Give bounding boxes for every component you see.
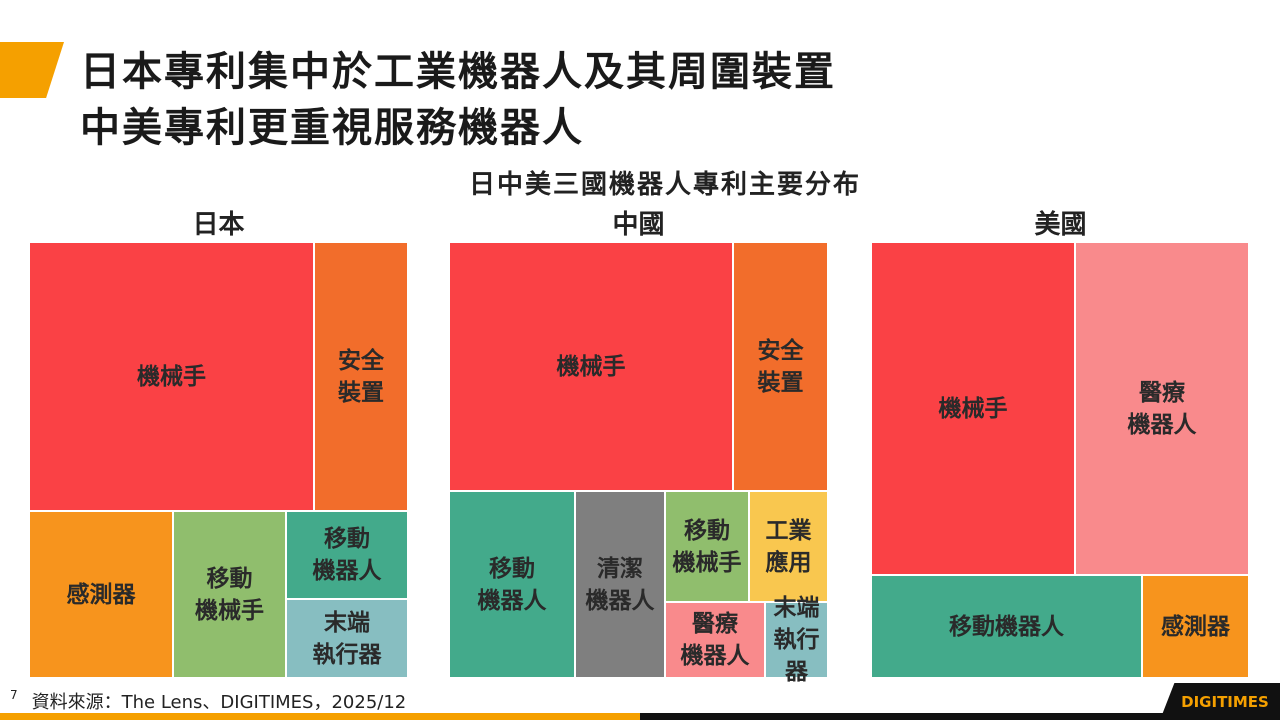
- chart-title-japan: 日本: [192, 210, 245, 240]
- chart-title-china: 中國: [612, 210, 665, 240]
- footer-bar-orange: [0, 713, 640, 720]
- treemap-cell-label: 安全 裝置: [757, 337, 804, 396]
- treemap-cell: 工業 應用: [750, 492, 827, 601]
- footer-bar-black: [640, 713, 1280, 720]
- treemap-cell: 安全 裝置: [734, 243, 827, 490]
- treemap-cell-label: 清潔 機器人: [585, 555, 655, 614]
- treemap-cell-label: 移動 機械手: [672, 517, 742, 576]
- treemap-cell-label: 機械手: [938, 395, 1008, 422]
- treemap-cell-label: 末端 執行器: [773, 595, 820, 685]
- treemap-cell: 移動機器人: [872, 576, 1141, 677]
- treemap-cell: 機械手: [872, 243, 1074, 574]
- treemap-cell-label: 移動 機器人: [477, 555, 547, 614]
- treemap-cell: 移動 機器人: [287, 512, 407, 598]
- page-number: 7: [10, 688, 18, 702]
- treemap-cell-label: 機械手: [556, 353, 626, 380]
- treemap-cell: 末端 執行器: [287, 600, 407, 677]
- footer: 7 資料來源：The Lens、DIGITIMES，2025/12: [10, 688, 406, 714]
- page-title: 日本專利集中於工業機器人及其周圍裝置 中美專利更重視服務機器人: [80, 44, 836, 156]
- treemap-cell: 感測器: [1143, 576, 1248, 677]
- treemap-cell: 醫療 機器人: [666, 603, 764, 677]
- treemap-cell-label: 醫療 機器人: [680, 611, 750, 669]
- chart-title-usa: 美國: [1034, 210, 1087, 240]
- treemap-cell: 移動 機械手: [666, 492, 748, 601]
- treemap-cell: 感測器: [30, 512, 172, 677]
- treemap-cell-label: 醫療 機器人: [1127, 379, 1197, 438]
- treemap-cell: 安全 裝置: [315, 243, 407, 510]
- source-note: 資料來源：The Lens、DIGITIMES，2025/12: [31, 692, 407, 713]
- treemap-cell-label: 移動機器人: [949, 613, 1064, 640]
- treemap-cell: 移動 機器人: [450, 492, 574, 677]
- treemap-cell: 機械手: [450, 243, 732, 490]
- treemap-cell: 末端 執行器: [766, 595, 827, 685]
- treemap-cell-label: 移動 機器人: [312, 526, 382, 584]
- digitimes-logo: DIGITIMES: [1160, 683, 1280, 720]
- treemap-cell: 機械手: [30, 243, 313, 510]
- treemap-cell-label: 安全 裝置: [338, 347, 384, 406]
- treemap-cell-label: 末端 執行器: [312, 609, 382, 668]
- treemap-cell: 移動 機械手: [174, 512, 285, 677]
- title-line-2: 中美專利更重視服務機器人: [80, 105, 584, 151]
- treemap-cell-label: 移動 機械手: [195, 565, 264, 624]
- treemap-cell-label: 機械手: [137, 363, 206, 390]
- treemap-cell-label: 感測器: [1161, 613, 1230, 640]
- title-line-1: 日本專利集中於工業機器人及其周圍裝置: [80, 49, 836, 95]
- chart-title: 日中美三國機器人專利主要分布: [468, 170, 861, 200]
- treemap-cell-label: 工業 應用: [765, 517, 812, 576]
- treemap-cell: 醫療 機器人: [1076, 243, 1248, 574]
- treemap-cell: 清潔 機器人: [576, 492, 664, 677]
- treemap-cell-label: 感測器: [66, 581, 136, 608]
- title-accent: [0, 42, 64, 98]
